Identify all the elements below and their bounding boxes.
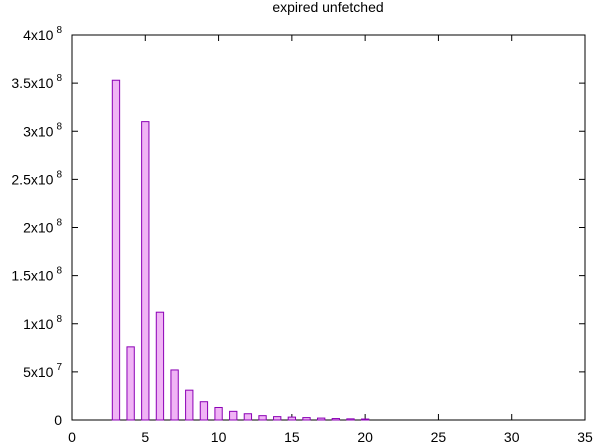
y-tick-exponent: 8 — [56, 314, 62, 325]
bar — [302, 417, 311, 421]
x-tick-label: 25 — [431, 429, 447, 444]
y-tick-exponent: 8 — [56, 169, 62, 180]
bar — [243, 413, 253, 421]
y-tick-label: 2x10 8 — [23, 218, 62, 236]
y-tick-label: 4x10 8 — [23, 25, 62, 43]
bar — [126, 346, 135, 421]
y-tick-mantissa: 1x10 — [23, 316, 54, 332]
bar — [331, 418, 340, 421]
y-tick-exponent: 8 — [56, 266, 62, 277]
y-tick-mantissa: 0 — [54, 412, 62, 428]
y-tick-exponent: 7 — [56, 362, 62, 373]
y-tick-mantissa: 3x10 — [23, 123, 54, 139]
bar — [214, 406, 223, 421]
bar — [111, 79, 121, 421]
bar — [155, 311, 165, 421]
y-tick-label: 3.5x10 8 — [11, 73, 62, 91]
y-tick-mantissa: 2.5x10 — [11, 171, 53, 187]
y-tick-mantissa: 2x10 — [23, 220, 54, 236]
x-tick-label: 5 — [141, 429, 149, 444]
x-tick-label: 10 — [211, 429, 227, 444]
x-tick-label: 0 — [68, 429, 76, 444]
bar — [273, 416, 282, 421]
bar — [346, 418, 355, 421]
bar — [141, 121, 150, 421]
y-tick-label: 5x10 7 — [23, 362, 62, 380]
y-tick-mantissa: 1.5x10 — [11, 268, 53, 284]
bar — [317, 417, 326, 421]
y-tick-label: 2.5x10 8 — [11, 169, 62, 187]
x-tick-label: 30 — [504, 429, 520, 444]
bar — [185, 389, 194, 421]
bar — [199, 401, 209, 421]
x-tick-label: 35 — [577, 429, 593, 444]
bar — [229, 410, 238, 421]
bar — [360, 418, 370, 421]
y-tick-mantissa: 5x10 — [23, 364, 54, 380]
y-tick-exponent: 8 — [56, 73, 62, 84]
bar — [287, 416, 297, 421]
bar — [170, 369, 179, 421]
y-tick-label: 1x10 8 — [23, 314, 62, 332]
x-tick-label: 15 — [284, 429, 300, 444]
y-tick-mantissa: 3.5x10 — [11, 75, 53, 91]
bars — [111, 79, 370, 421]
bar — [258, 415, 267, 421]
y-tick-exponent: 8 — [56, 25, 62, 36]
x-tick-label: 20 — [357, 429, 373, 444]
chart-title: expired unfetched — [272, 0, 383, 15]
y-tick-label: 3x10 8 — [23, 121, 62, 139]
y-tick-label: 0 — [54, 412, 62, 428]
y-tick-label: 1.5x10 8 — [11, 266, 62, 284]
y-tick-mantissa: 4x10 — [23, 27, 54, 43]
y-tick-exponent: 8 — [56, 218, 62, 229]
y-tick-exponent: 8 — [56, 121, 62, 132]
